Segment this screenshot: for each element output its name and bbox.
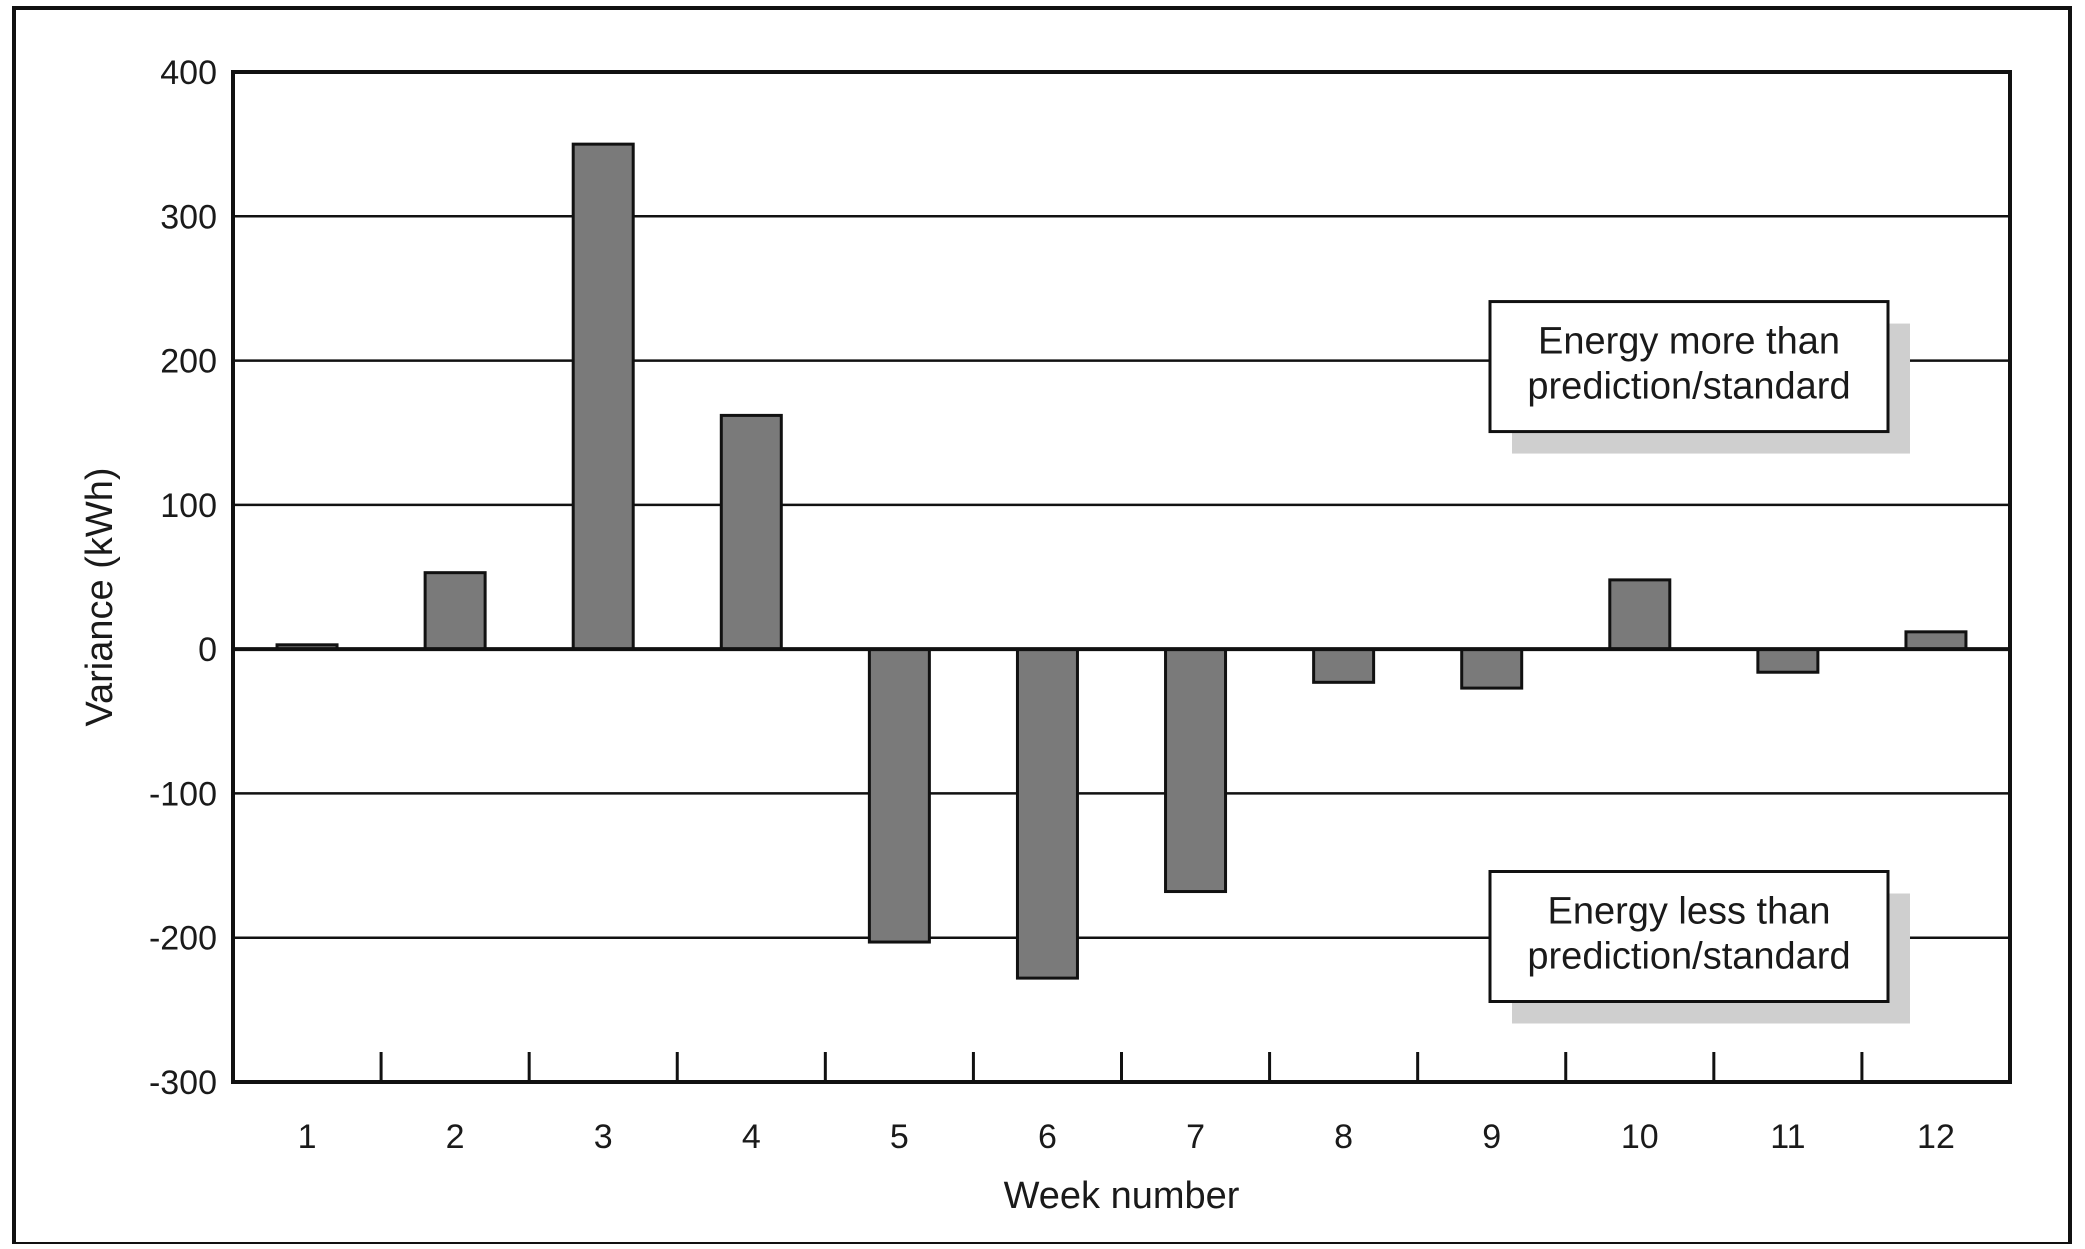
bar-week-7 [1164, 647, 1228, 894]
annotation-box [1488, 300, 1890, 434]
x-tick-label: 12 [1917, 1118, 1955, 1156]
bar-week-10 [1608, 578, 1672, 651]
x-tick-label: 7 [1186, 1118, 1205, 1156]
bar-week-12 [1904, 630, 1968, 651]
bar-week-2 [423, 571, 487, 651]
y-tick-label: -100 [149, 775, 217, 813]
bar-week-6 [1015, 647, 1079, 980]
bar-week-11 [1756, 647, 1820, 674]
x-ticks: 1 2 3 4 5 6 7 8 9 10 11 12 [298, 1052, 1955, 1156]
bar-week-8 [1312, 647, 1376, 684]
x-tick-label: 5 [890, 1118, 909, 1156]
x-tick-label: 1 [298, 1118, 317, 1156]
x-tick-label: 4 [742, 1118, 761, 1156]
annotation-box [1488, 870, 1890, 1003]
annotation-text-line: Energy more than [1538, 321, 1840, 363]
x-tick-label: 2 [446, 1118, 465, 1156]
bar-week-5 [867, 647, 931, 944]
annotation-text-line: Energy less than [1547, 891, 1830, 933]
y-tick-label: -200 [149, 920, 217, 958]
figure-frame [12, 6, 2072, 1246]
bars [275, 142, 1968, 980]
y-tick-labels: -300 -200 -100 0 100 200 300 400 [149, 54, 217, 1102]
x-tick-label: 11 [1770, 1118, 1805, 1156]
x-axis-label: Week number [1004, 1175, 1240, 1217]
y-tick-label: 0 [198, 631, 217, 669]
y-axis-label: Variance (kWh) [79, 467, 121, 726]
x-tick-label: 3 [594, 1118, 613, 1156]
y-tick-label: 200 [160, 343, 217, 381]
y-tick-label: 300 [160, 198, 217, 236]
x-tick-label: 6 [1038, 1118, 1057, 1156]
y-tick-label: -300 [149, 1064, 217, 1102]
x-tick-label: 8 [1334, 1118, 1353, 1156]
annotation-text-line: prediction/standard [1527, 936, 1850, 978]
x-tick-label: 9 [1482, 1118, 1501, 1156]
annotation-text-line: prediction/standard [1527, 366, 1850, 408]
y-tick-label: 400 [160, 54, 217, 92]
y-tick-label: 100 [160, 487, 217, 525]
bar-week-4 [719, 413, 783, 651]
bar-week-3 [571, 142, 635, 651]
annotations: Energy more thanprediction/standardEnerg… [1488, 300, 1910, 1024]
bar-week-9 [1460, 647, 1524, 690]
x-tick-label: 10 [1621, 1118, 1659, 1156]
